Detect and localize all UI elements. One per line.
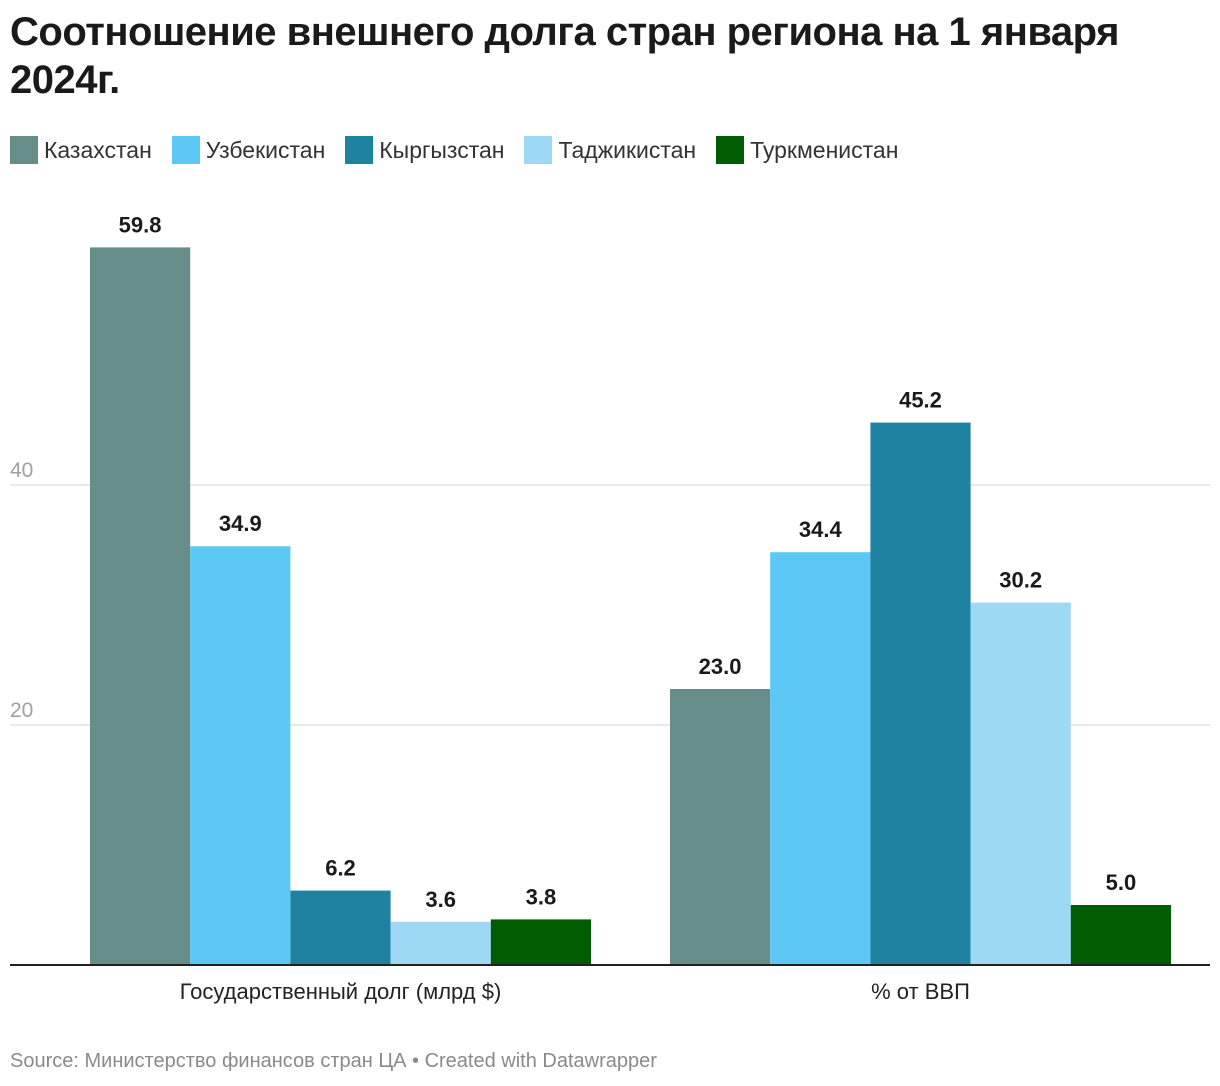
- legend-label: Туркменистан: [750, 136, 899, 163]
- legend-swatch: [716, 136, 745, 164]
- bar-value-label: 6.2: [325, 856, 356, 881]
- legend-item-uzbekistan: Узбекистан: [171, 136, 326, 164]
- bar: [1070, 905, 1171, 965]
- legend-swatch: [171, 136, 200, 164]
- chart-legend: Казахстан Узбекистан Кыргызстан Таджикис…: [10, 136, 918, 164]
- bar: [870, 422, 971, 966]
- legend-item-turkmenistan: Туркменистан: [716, 136, 898, 164]
- chart-title: Соотношение внешнего долга стран региона…: [10, 10, 1119, 102]
- legend-swatch: [345, 136, 374, 164]
- y-tick-label: 20: [10, 699, 33, 722]
- bar: [90, 247, 191, 965]
- bar: [390, 921, 491, 965]
- bar-value-label: 3.6: [425, 887, 456, 912]
- bar: [670, 689, 771, 965]
- bar-value-label: 34.9: [219, 511, 262, 536]
- bar: [490, 919, 591, 965]
- legend-label: Кыргызстан: [379, 136, 505, 163]
- legend-swatch: [10, 136, 38, 164]
- bar-value-label: 59.8: [119, 212, 162, 237]
- legend-label: Узбекистан: [205, 136, 326, 163]
- bar: [770, 552, 871, 965]
- bar-value-label: 5.0: [1106, 870, 1137, 895]
- bar-value-label: 23.0: [699, 654, 742, 679]
- legend-item-tajikistan: Таджикистан: [524, 136, 696, 164]
- y-tick-label: 40: [10, 459, 33, 482]
- bar-value-label: 30.2: [999, 568, 1042, 593]
- legend-label: Казахстан: [44, 136, 152, 163]
- bar: [970, 602, 1071, 965]
- legend-swatch: [524, 136, 553, 164]
- legend-item-kyrgyzstan: Кыргызстан: [345, 136, 504, 164]
- source-footer: Source: Министерство финансов стран ЦА •…: [10, 1050, 657, 1072]
- bar-value-label: 45.2: [899, 388, 942, 413]
- bar: [190, 546, 291, 965]
- legend-label: Таджикистан: [558, 136, 697, 163]
- bar: [290, 890, 391, 965]
- x-category-label: Государственный долг (млрд $): [180, 979, 502, 1004]
- x-category-label: % от ВВП: [871, 979, 970, 1004]
- legend-item-kazakhstan: Казахстан: [10, 136, 152, 164]
- bar-chart: 20 40 59.8 23.0 34.9 34.4 6.2 45.2 3.6 30.2 3.8 5.0…: [10, 212, 1210, 1004]
- bar-value-label: 34.4: [799, 517, 843, 542]
- bar-value-label: 3.8: [526, 884, 557, 909]
